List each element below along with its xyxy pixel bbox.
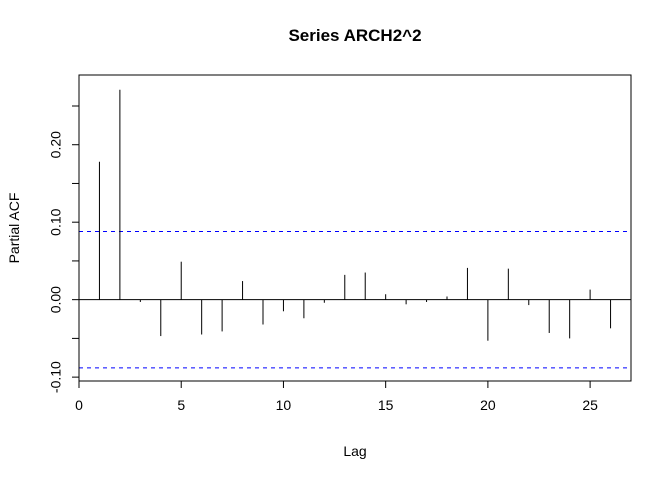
x-tick-label-0: 0: [75, 397, 83, 413]
chart-title: Series ARCH2^2: [288, 26, 421, 45]
x-tick-label-15: 15: [378, 397, 394, 413]
x-tick-label-20: 20: [480, 397, 496, 413]
x-axis-label: Lag: [343, 443, 366, 459]
y-axis-tick-labels: -0.10 0.00 0.10 0.20: [48, 131, 64, 393]
y-tick-label-0.10: 0.10: [48, 208, 64, 235]
y-axis-ticks: [72, 105, 79, 378]
y-tick-label-0.00: 0.00: [48, 286, 64, 313]
x-tick-label-10: 10: [276, 397, 292, 413]
x-tick-label-25: 25: [582, 397, 598, 413]
y-axis-label: Partial ACF: [6, 193, 22, 264]
x-axis-ticks: [78, 381, 591, 388]
plot-frame: [78, 74, 632, 382]
y-tick-label-0.20: 0.20: [48, 131, 64, 158]
pacf-bars: [98, 89, 612, 341]
y-tick-label--0.10: -0.10: [48, 361, 64, 393]
x-axis-tick-labels: 0 5 10 15 20 25: [75, 397, 598, 413]
x-tick-label-5: 5: [177, 397, 185, 413]
